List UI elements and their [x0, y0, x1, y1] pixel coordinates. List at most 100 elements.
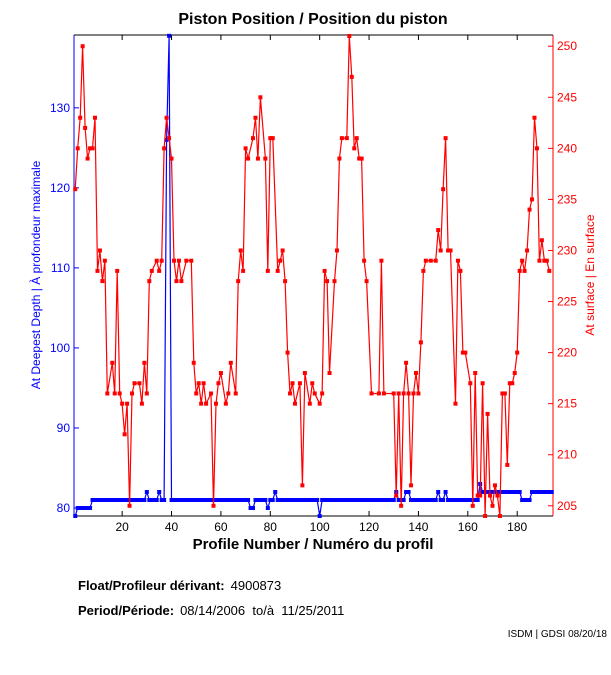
deepest-depth-data-point: [238, 497, 243, 502]
surface-data-point: [201, 381, 206, 386]
surface-data-point: [423, 258, 428, 263]
surface-data-point: [290, 381, 295, 386]
deepest-depth-data-point: [258, 497, 263, 502]
deepest-depth-data-point: [201, 497, 206, 502]
deepest-depth-data-point: [463, 497, 468, 502]
deepest-depth-data-point: [339, 497, 344, 502]
deepest-depth-data-point: [241, 497, 246, 502]
deepest-depth-data-point: [186, 497, 191, 502]
deepest-depth-data-point: [404, 489, 409, 494]
deepest-depth-data-point: [534, 489, 539, 494]
surface-data-point: [517, 268, 522, 273]
deepest-depth-data-point: [171, 497, 176, 502]
x-tick-label: 120: [359, 520, 379, 534]
surface-data-point: [157, 268, 162, 273]
surface-data-point: [337, 156, 342, 161]
right-y-tick-label: 210: [557, 448, 577, 462]
surface-data-point: [339, 136, 344, 141]
surface-data-point: [460, 350, 465, 355]
surface-data-point: [75, 146, 80, 151]
surface-data-point: [112, 391, 117, 396]
float-value: 4900873: [230, 578, 282, 593]
deepest-depth-data-point: [428, 497, 433, 502]
deepest-depth-data-point: [384, 497, 389, 502]
surface-data-point: [404, 360, 409, 365]
surface-data-point: [485, 411, 490, 416]
deepest-depth-data-point: [260, 497, 265, 502]
surface-data-point: [92, 115, 97, 120]
deepest-depth-data-point: [421, 497, 426, 502]
surface-data-point: [78, 115, 83, 120]
deepest-depth-data-point: [105, 497, 110, 502]
deepest-depth-data-point: [334, 497, 339, 502]
x-tick-label: 100: [310, 520, 330, 534]
surface-data-point: [179, 279, 184, 284]
deepest-depth-data-point: [297, 497, 302, 502]
deepest-depth-data-point: [376, 497, 381, 502]
surface-data-point: [164, 115, 169, 120]
deepest-depth-data-point: [273, 489, 278, 494]
x-tick-label: 60: [214, 520, 228, 534]
deepest-depth-data-point: [443, 489, 448, 494]
deepest-depth-data-point: [352, 497, 357, 502]
surface-data-point: [488, 493, 493, 498]
surface-data-point: [174, 279, 179, 284]
surface-data-point: [238, 248, 243, 253]
deepest-depth-data-point: [251, 505, 256, 510]
surface-data-point: [332, 279, 337, 284]
deepest-depth-data-point: [520, 497, 525, 502]
deepest-depth-data-point: [226, 497, 231, 502]
deepest-depth-data-point: [169, 497, 174, 502]
deepest-depth-data-point: [517, 489, 522, 494]
chart-title: Piston Position / Position du piston: [178, 11, 447, 28]
left-y-tick-label: 110: [51, 261, 70, 275]
deepest-depth-data-point: [332, 497, 337, 502]
x-tick-label: 80: [264, 520, 278, 534]
deepest-depth-data-point: [317, 514, 322, 518]
surface-data-point: [399, 503, 404, 508]
deepest-depth-data-point: [209, 497, 214, 502]
deepest-depth-data-point: [112, 497, 117, 502]
deepest-depth-data-point: [505, 489, 510, 494]
deepest-depth-data-point: [305, 497, 310, 502]
deepest-depth-data-point: [453, 497, 458, 502]
deepest-depth-data-point: [438, 497, 443, 502]
surface-data-point: [300, 483, 305, 488]
deepest-depth-data-point: [310, 497, 315, 502]
surface-data-point: [421, 268, 426, 273]
surface-data-point: [478, 493, 483, 498]
deepest-depth-data-point: [179, 497, 184, 502]
surface-data-point: [292, 401, 297, 406]
surface-data-point: [194, 391, 199, 396]
surface-data-point: [411, 391, 416, 396]
deepest-depth-data-point: [507, 489, 512, 494]
deepest-depth-data-point: [300, 497, 305, 502]
right-y-tick-label: 245: [557, 90, 577, 104]
surface-data-point: [458, 268, 463, 273]
surface-data-point: [169, 156, 174, 161]
surface-data-point: [228, 360, 233, 365]
surface-data-point: [236, 279, 241, 284]
surface-data-point: [379, 258, 384, 263]
deepest-depth-data-point: [144, 489, 149, 494]
surface-data-point: [80, 44, 85, 49]
deepest-depth-data-point: [458, 497, 463, 502]
deepest-depth-data-point: [85, 505, 90, 510]
deepest-depth-data-point: [115, 497, 120, 502]
deepest-depth-data-point: [159, 497, 164, 502]
surface-data-point: [280, 248, 285, 253]
surface-data-point: [105, 391, 110, 396]
surface-data-point: [381, 391, 386, 396]
surface-data-point: [534, 146, 539, 151]
deepest-depth-data-point: [512, 489, 517, 494]
deepest-depth-data-point: [354, 497, 359, 502]
surface-data-point: [147, 279, 152, 284]
deepest-depth-data-point: [246, 497, 251, 502]
surface-data-point: [455, 258, 460, 263]
surface-data-point: [251, 136, 256, 141]
surface-data-point: [475, 493, 480, 498]
surface-data-point: [500, 391, 505, 396]
surface-data-point: [446, 248, 451, 253]
deepest-depth-data-point: [233, 497, 238, 502]
